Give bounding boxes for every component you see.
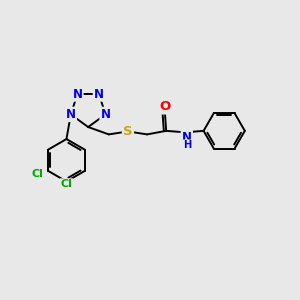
Text: N: N <box>66 108 76 121</box>
Text: N: N <box>94 88 104 100</box>
Text: N: N <box>72 88 82 100</box>
Text: Cl: Cl <box>32 169 44 179</box>
Text: O: O <box>159 100 170 113</box>
Text: Cl: Cl <box>61 179 72 189</box>
Text: N: N <box>100 108 110 121</box>
Text: N: N <box>182 131 192 144</box>
Text: S: S <box>123 125 133 138</box>
Text: H: H <box>183 140 191 150</box>
